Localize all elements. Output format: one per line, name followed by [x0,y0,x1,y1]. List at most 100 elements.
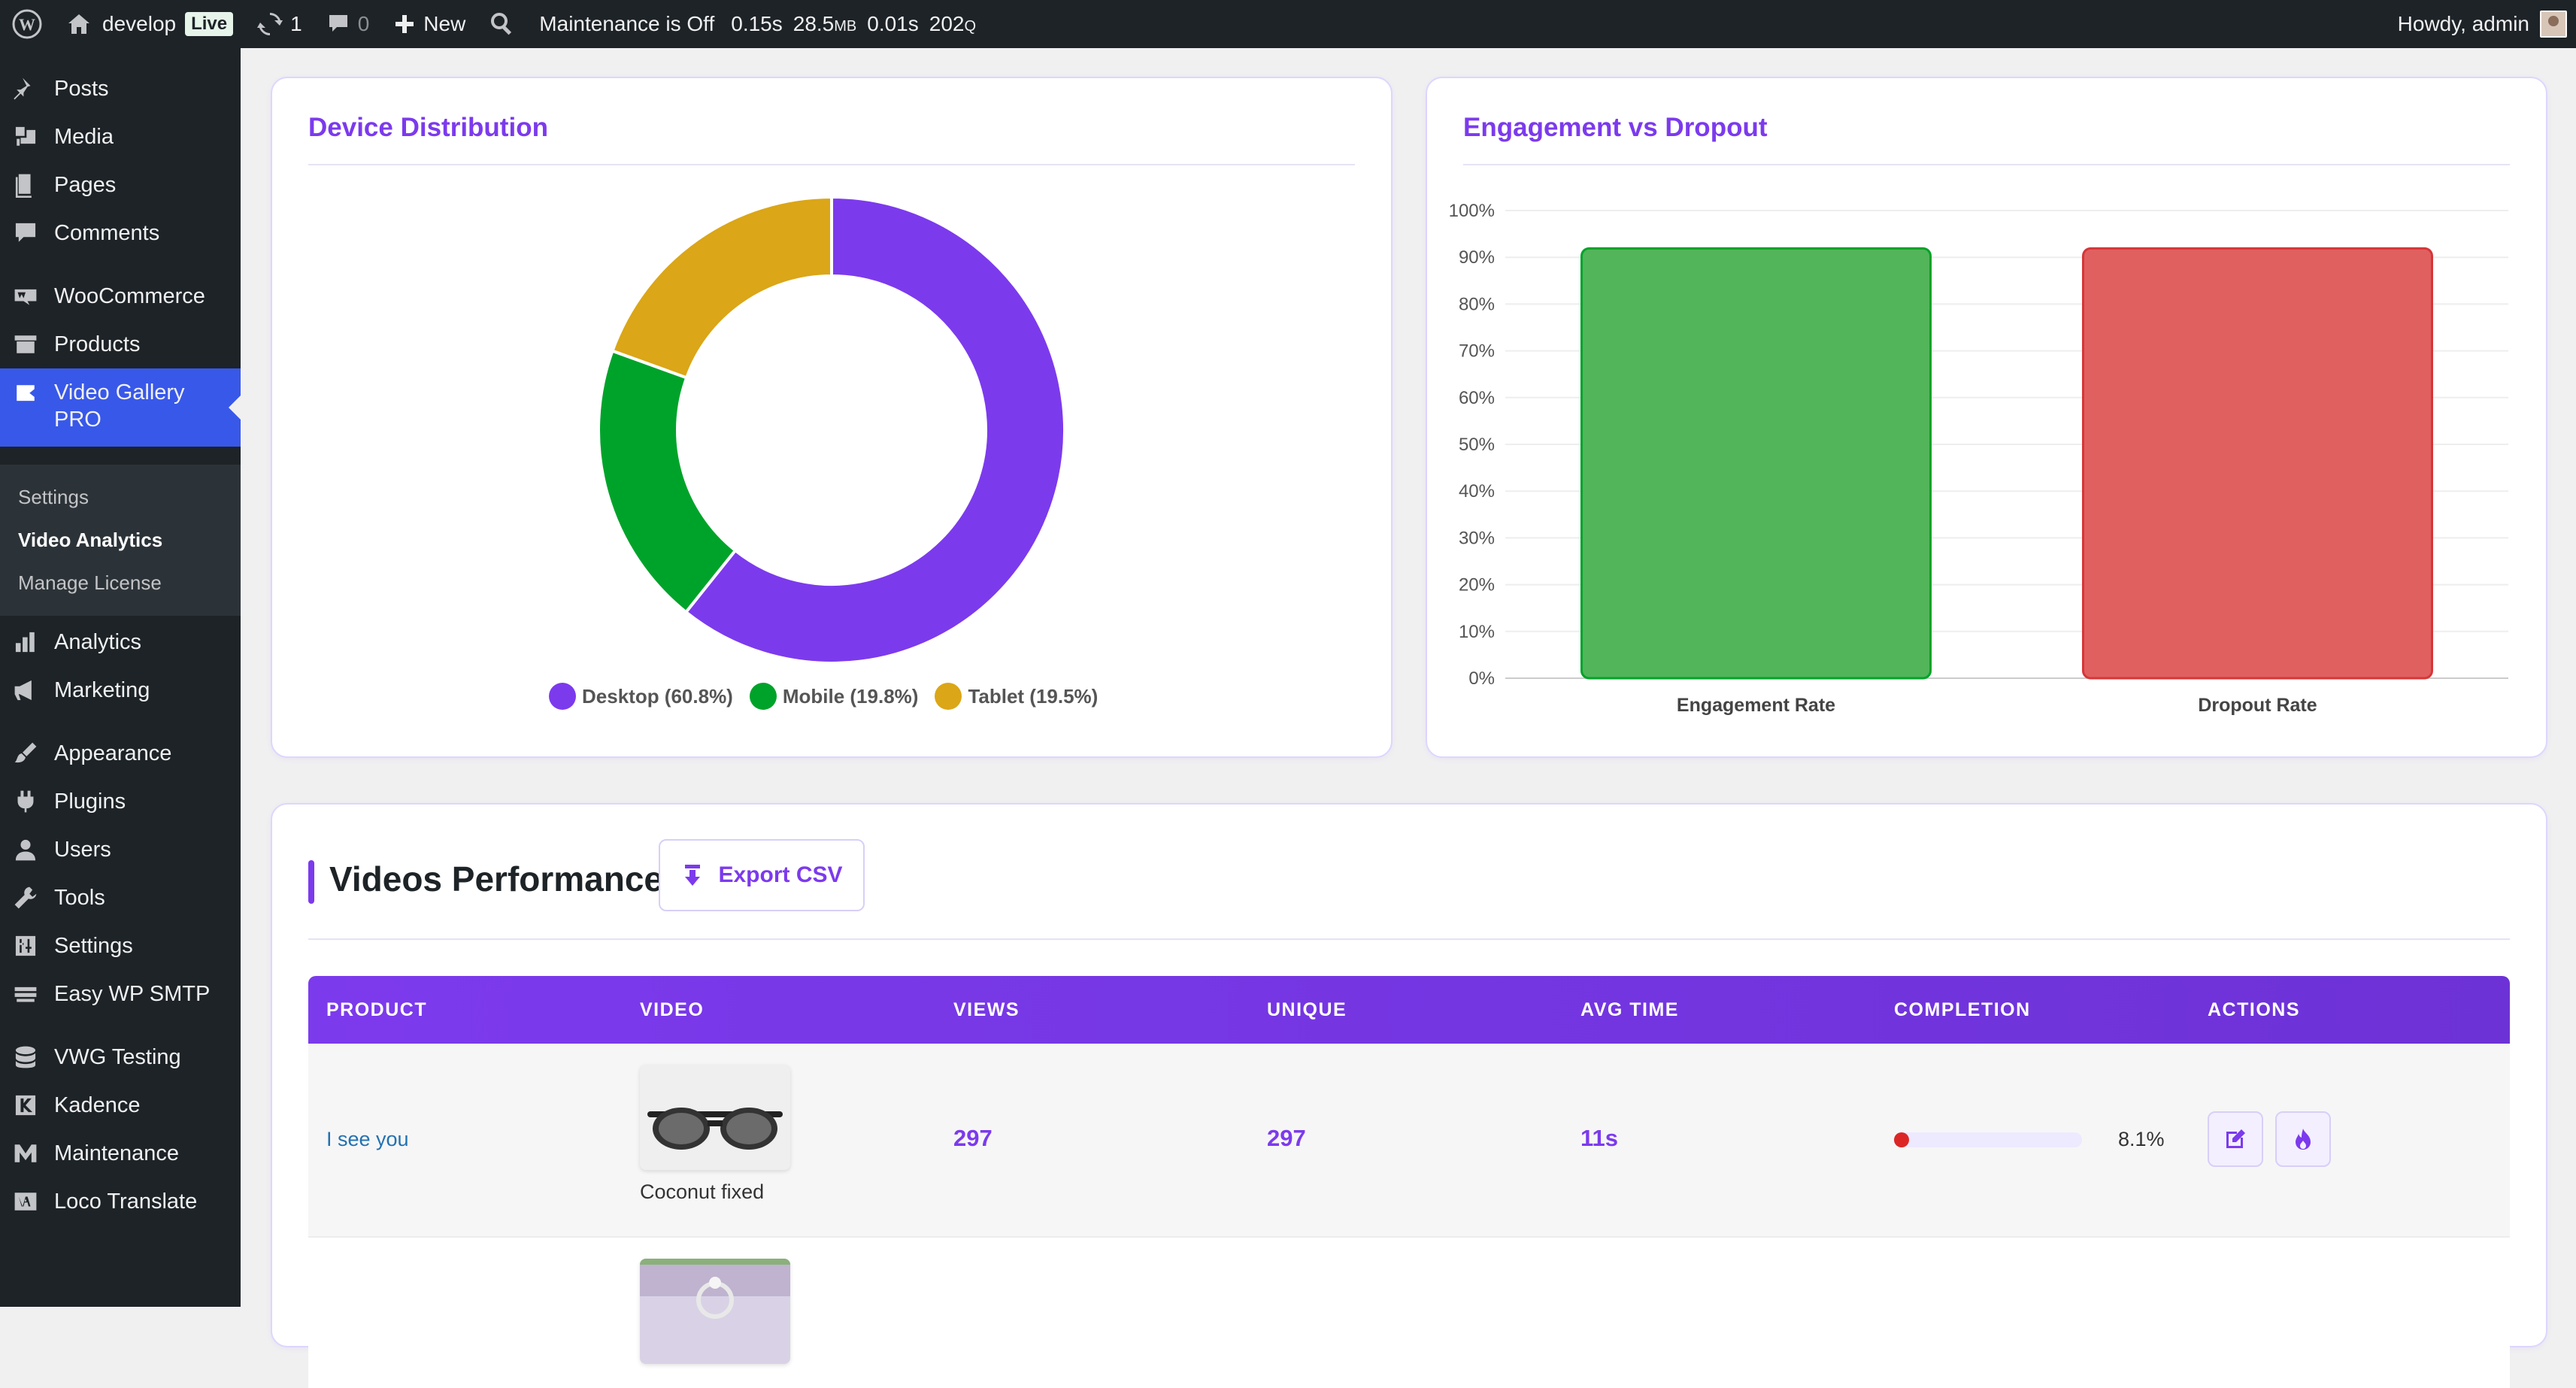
sidebar-item-users[interactable]: Users [0,826,241,874]
sidebar-item-label: Media [54,124,114,149]
column-header-product[interactable]: PRODUCT [326,999,428,1020]
sidebar-item-label: Plugins [54,789,126,814]
comment-icon [11,218,41,248]
sidebar-item-pages[interactable]: Pages [0,161,241,209]
sidebar-item-vwg-testing[interactable]: VWG Testing [0,1033,241,1081]
search-button[interactable] [477,0,527,48]
plus-icon [395,15,414,33]
woocommerce-icon [11,281,41,311]
column-header-video[interactable]: VIDEO [640,999,705,1020]
column-header-unique[interactable]: UNIQUE [1267,999,1347,1020]
export-csv-button[interactable]: Export CSV [659,839,865,911]
site-name-link[interactable]: develop Live [54,0,245,48]
updates-link[interactable]: 1 [245,0,314,48]
admin-bar: W develop Live 1 0 New Maintenance is Of… [0,0,2576,48]
sidebar-item-label: Comments [54,220,160,245]
analytics-icon [11,627,41,657]
column-header-completion[interactable]: COMPLETION [1894,999,2031,1020]
y-tick-label: 100% [1449,201,1495,221]
wrench-icon [11,883,41,913]
heatmap-button[interactable] [2275,1111,2331,1167]
wordpress-logo-icon[interactable]: W [0,0,54,48]
bar-engagement-rate[interactable] [1580,247,1932,680]
legend-item-mobile[interactable]: Mobile (19.8%) [749,683,918,710]
sidebar-item-label: Maintenance [54,1141,180,1165]
legend-item-tablet[interactable]: Tablet (19.5%) [935,683,1098,710]
my-account[interactable]: Howdy, admin [2398,0,2567,48]
sidebar-item-label: Users [54,837,111,862]
perf-memory: 28.5MB [792,12,857,35]
y-tick-label: 0% [1468,668,1495,689]
sidebar-item-label: Analytics [54,629,142,654]
sidebar-item-products[interactable]: Products [0,320,241,368]
sidebar-item-easy-wp-smtp[interactable]: Easy WP SMTP [0,970,241,1018]
donut-slice-desktop[interactable] [683,195,1066,665]
column-header-views[interactable]: VIEWS [953,999,1020,1020]
divider [308,164,1355,165]
column-header-avg-time[interactable]: AVG TIME [1580,999,1679,1020]
maintenance-icon [11,1138,41,1168]
sidebar-item-loco-translate[interactable]: Loco Translate [0,1177,241,1226]
smtp-icon [11,979,41,1009]
submenu-item-manage-license[interactable]: Manage License [18,571,162,594]
query-monitor[interactable]: 0.15s 28.5MB 0.01s 202Q [726,0,988,48]
sidebar-item-posts[interactable]: Posts [0,65,241,113]
sidebar-item-media[interactable]: Media [0,113,241,161]
sidebar-item-marketing[interactable]: Marketing [0,666,241,714]
table-row: I see you Coconut fixed 297 297 11s [308,1044,2510,1238]
archive-icon [11,329,41,359]
perf-time: 0.15s [731,12,783,35]
sidebar-item-label: Loco Translate [54,1189,198,1214]
y-tick-label: 10% [1459,622,1495,642]
sidebar-item-video-gallery-pro[interactable]: Video Gallery PRO [0,368,241,447]
sidebar-item-label: Kadence [54,1093,141,1117]
sidebar-item-analytics[interactable]: Analytics [0,618,241,666]
video-thumbnail[interactable] [640,1065,790,1170]
product-link[interactable]: I see you [326,1128,409,1150]
bar-dropout-rate[interactable] [2082,247,2433,680]
sidebar-item-kadence[interactable]: Kadence [0,1081,241,1129]
sidebar-item-label: Settings [54,933,133,958]
engagement-dropout-title: Engagement vs Dropout [1463,113,1768,142]
divider [308,938,2510,940]
fire-icon [2296,1129,2311,1150]
comments-count: 0 [357,12,370,35]
brush-icon [11,738,41,768]
sidebar-item-label: WooCommerce [54,283,205,308]
comments-link[interactable]: 0 [314,0,382,48]
completion-cell: 8.1% [1894,1128,2165,1151]
legend-item-desktop[interactable]: Desktop (60.8%) [549,683,733,710]
sidebar-item-woocommerce[interactable]: WooCommerce [0,272,241,320]
sidebar-item-maintenance[interactable]: Maintenance [0,1129,241,1177]
download-icon [685,865,701,886]
sidebar-item-comments[interactable]: Comments [0,209,241,257]
sidebar-item-tools[interactable]: Tools [0,874,241,922]
y-tick-label: 40% [1459,481,1495,502]
admin-sidebar: Posts Media Pages Comments WooCommerce Produc… [0,48,241,1307]
videos-performance-title: Videos Performance [329,859,664,899]
perf-queries: 202Q [929,12,977,35]
y-tick-label: 60% [1459,388,1495,408]
submenu-item-video-analytics[interactable]: Video Analytics [18,529,163,551]
new-content-link[interactable]: New [381,0,477,48]
sidebar-item-appearance[interactable]: Appearance [0,729,241,777]
update-icon [257,13,283,35]
sidebar-item-settings[interactable]: Settings [0,922,241,970]
legend-label: Tablet (19.5%) [968,684,1099,708]
submenu-item-settings[interactable]: Settings [18,486,89,508]
maintenance-status[interactable]: Maintenance is Off [539,12,715,35]
sidebar-item-plugins[interactable]: Plugins [0,777,241,826]
sidebar-item-label: Pages [54,172,117,197]
device-legend: Desktop (60.8%) Mobile (19.8%) Tablet (19.… [549,683,1114,710]
export-csv-label: Export CSV [718,862,843,887]
kadence-icon [11,1090,41,1120]
perf-query-time: 0.01s [867,12,919,35]
donut-slice-tablet[interactable] [610,195,833,380]
video-thumbnail[interactable] [640,1259,790,1364]
sidebar-item-label: Video Gallery PRO [54,380,185,432]
donut-slice-mobile[interactable] [597,349,738,614]
video-cell [640,1259,790,1364]
legend-swatch [549,683,576,710]
edit-icon [2226,1129,2245,1148]
edit-button[interactable] [2208,1111,2263,1167]
